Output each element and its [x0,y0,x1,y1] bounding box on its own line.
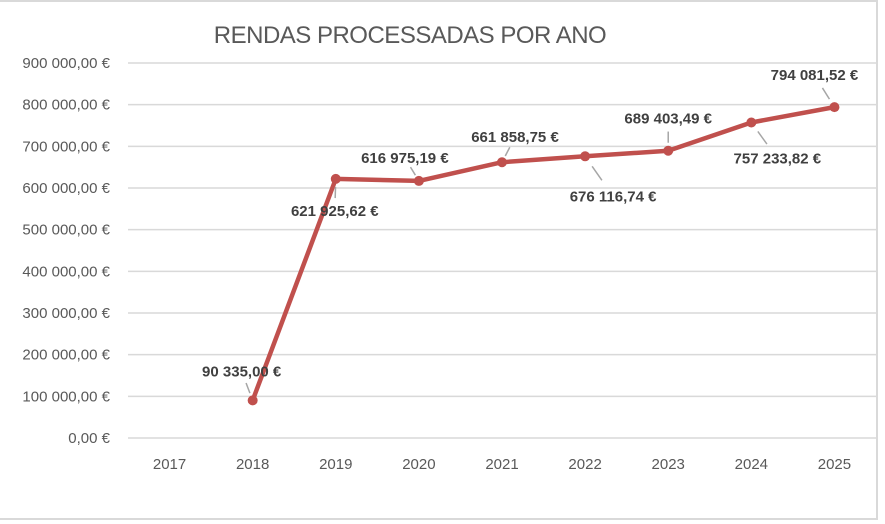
series-line [250,104,835,402]
x-tick-label: 2023 [652,456,685,473]
data-label: 757 233,82 € [734,150,822,167]
y-tick-label: 500 000,00 € [22,222,110,239]
x-tick-label: 2025 [818,456,851,473]
leader-line [591,165,603,181]
data-point [413,175,424,186]
y-tick-label: 300 000,00 € [22,305,110,322]
y-tick-label: 400 000,00 € [22,263,110,280]
y-tick-label: 600 000,00 € [22,180,110,197]
data-point [247,395,258,406]
leader-line [245,382,251,394]
data-point [829,102,840,113]
data-label: 794 081,52 € [771,67,859,84]
data-label: 616 975,19 € [361,150,449,167]
y-tick-label: 800 000,00 € [22,97,110,114]
x-tick-label: 2021 [485,456,518,473]
leader-line [504,146,511,157]
y-tick-label: 100 000,00 € [22,388,110,405]
leader-line [757,131,768,145]
y-tick-label: 900 000,00 € [22,55,110,72]
x-tick-label: 2022 [568,456,601,473]
y-tick-label: 0,00 € [68,430,110,447]
data-point [330,173,341,184]
data-label: 661 858,75 € [471,129,559,146]
chart-title: RENDAS PROCESSADAS POR ANO [213,22,607,49]
data-label: 90 335,00 € [202,363,282,380]
leader-line [409,166,417,176]
data-label: 621 925,62 € [291,203,379,220]
leader-line [821,87,831,100]
y-tick-label: 200 000,00 € [22,347,110,364]
x-tick-label: 2018 [236,456,269,473]
x-tick-label: 2017 [153,456,186,473]
x-tick-label: 2024 [735,456,768,473]
data-point [497,157,507,168]
data-label: 676 116,74 € [570,188,657,205]
data-point [580,151,591,162]
data-point [746,117,757,128]
x-tick-label: 2019 [319,456,352,473]
y-tick-label: 700 000,00 € [22,138,110,155]
data-label: 689 403,49 € [624,111,712,128]
data-point [663,145,674,156]
x-tick-label: 2020 [402,456,435,473]
